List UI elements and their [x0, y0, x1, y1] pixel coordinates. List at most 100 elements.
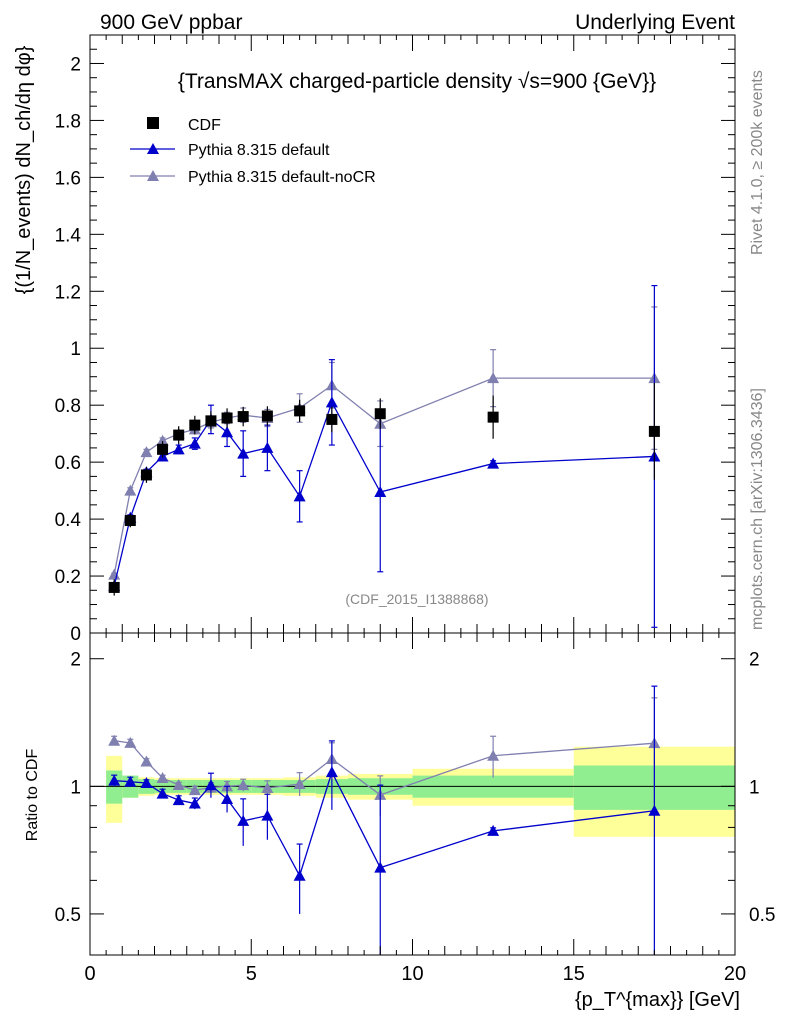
- pythia-default-point: [487, 457, 500, 469]
- pythia-default-point: [261, 441, 274, 453]
- main-series: [108, 284, 661, 628]
- cdf-point: [294, 405, 306, 417]
- pythia-default-ratio-point: [293, 869, 306, 881]
- pythia-default-ratio-point: [124, 775, 137, 787]
- pythia-default-ratio-point: [325, 766, 338, 778]
- pythia-default-ratio-point: [261, 809, 274, 821]
- analysis-watermark: (CDF_2015_I1388868): [345, 591, 488, 607]
- ratio-y-tick-label: 2: [70, 650, 81, 671]
- x-tick-labels: 0 5 10 15 20: [84, 963, 746, 985]
- main-y-tick-label: 0.8: [55, 396, 81, 417]
- y-axis-label: {(1/N_events) dN_ch/dη dφ}: [13, 45, 35, 294]
- pythia-nocr-ratio-point: [156, 771, 169, 783]
- pythia-default-point: [293, 490, 306, 502]
- pythia-nocr-point: [124, 484, 137, 496]
- pythia-default-point: [172, 443, 185, 455]
- rivet-label: Rivet 4.1.0, ≥ 200k events: [749, 70, 766, 255]
- pythia-default-point: [374, 486, 387, 498]
- pythia-nocr-ratio-point: [108, 734, 121, 746]
- pythia-default-ratio-point: [221, 792, 234, 804]
- pythia-default-ratio-point: [204, 779, 217, 791]
- x-tick-label: 10: [401, 963, 423, 985]
- cdf-point: [221, 412, 233, 424]
- main-plot-panel: 0 0.2 0.4 0.6 0.8 1 1.2 1.4 1.6 1.8 2: [55, 34, 736, 645]
- pythia-nocr-point: [487, 372, 500, 384]
- x-tick-label: 5: [246, 963, 257, 985]
- pythia-default-ratio-point: [648, 804, 661, 816]
- pythia-nocr-point: [140, 446, 153, 458]
- pythia-default-ratio-point: [172, 794, 185, 806]
- ratio-y-tick-labels: 0.5 0.5 1 1 2 2: [55, 650, 776, 926]
- x-ticks: [89, 35, 736, 955]
- pythia-default-ratio-point: [140, 777, 153, 789]
- pythia-nocr-ratio-point: [188, 784, 201, 796]
- cdf-point: [648, 425, 660, 437]
- legend-marker-nocr: [147, 170, 159, 181]
- ratio-plot-panel: 0.5 0.5 1 1 2 2: [55, 632, 776, 956]
- pythia-nocr-ratio-point: [140, 755, 153, 767]
- pythia-default-point: [221, 426, 234, 438]
- x-tick-label: 20: [724, 963, 746, 985]
- cdf-point: [157, 443, 169, 455]
- mcplots-label: mcplots.cern.ch [arXiv:1306.3436]: [749, 388, 766, 630]
- cdf-point: [173, 429, 185, 441]
- pythia-default-point: [188, 437, 201, 449]
- ratio-y-label: Ratio to CDF: [24, 749, 41, 842]
- main-y-tick-label: 0.6: [55, 453, 81, 474]
- ratio-y-tick-label: 0.5: [55, 905, 81, 926]
- main-y-tick-label: 1.6: [55, 168, 81, 189]
- main-y-tick-labels: 0 0.2 0.4 0.6 0.8 1 1.2 1.4 1.6 1.8 2: [55, 54, 82, 645]
- x-tick-label: 0: [84, 963, 95, 985]
- pythia-nocr-ratio-point: [487, 749, 500, 761]
- cdf-point: [237, 411, 249, 423]
- x-tick-label: 15: [563, 963, 585, 985]
- legend-marker-cdf: [147, 117, 159, 129]
- legend-label-nocr: Pythia 8.315 default-noCR: [188, 169, 376, 186]
- cdf-point: [205, 415, 217, 427]
- cdf-point: [261, 410, 273, 422]
- legend-marker-default: [147, 143, 159, 154]
- pythia-default-ratio-point: [374, 861, 387, 873]
- pythia-nocr-ratio-point: [293, 777, 306, 789]
- pythia-default-ratio-point: [156, 787, 169, 799]
- main-y-ticks: [90, 34, 735, 634]
- cdf-point: [124, 515, 136, 527]
- header-left: 900 GeV ppbar: [100, 11, 242, 34]
- ratio-band-stat: [106, 770, 123, 804]
- pythia-nocr-point: [108, 568, 121, 580]
- pythia-nocr-point: [156, 434, 169, 446]
- main-y-tick-label: 1: [70, 339, 81, 360]
- pythia-nocr-line: [113, 377, 655, 575]
- ratio-y-tick-label: 1: [70, 777, 81, 798]
- main-frame: [89, 34, 736, 634]
- main-y-tick-label: 1.8: [55, 111, 81, 132]
- pythia-default-point: [237, 447, 250, 459]
- pythia-default-point: [325, 396, 338, 408]
- cdf-point: [108, 581, 120, 593]
- main-y-tick-label: 0.4: [55, 510, 82, 531]
- ratio-y-tick-label-right: 1: [749, 777, 760, 798]
- chart-title: {TransMAX charged-particle density √s=90…: [178, 70, 656, 93]
- main-y-tick-label: 0: [70, 624, 81, 645]
- cdf-point: [374, 408, 386, 420]
- pythia-nocr-ratio-point: [124, 736, 137, 748]
- ratio-y-tick-label-right: 0.5: [749, 905, 775, 926]
- main-y-tick-label: 1.2: [55, 282, 81, 303]
- main-y-tick-label: 2: [70, 54, 81, 75]
- cdf-point: [189, 419, 201, 431]
- pythia-nocr-ratio-point: [237, 779, 250, 791]
- main-y-tick-label: 1.4: [55, 225, 82, 246]
- pythia-default-ratio-point: [108, 774, 121, 786]
- pythia-default-ratio-point: [487, 824, 500, 836]
- cdf-point: [326, 413, 338, 425]
- cdf-point: [140, 469, 152, 481]
- ratio-y-tick-label-right: 2: [749, 650, 760, 671]
- cdf-point: [487, 411, 499, 423]
- pythia-nocr-ratio-point: [261, 782, 274, 794]
- legend: CDF Pythia 8.315 default Pythia 8.315 de…: [130, 117, 376, 186]
- ratio-bands: [106, 746, 735, 837]
- main-y-tick-label: 0.2: [55, 567, 81, 588]
- legend-label-default: Pythia 8.315 default: [188, 142, 330, 159]
- pythia-default-ratio-point: [188, 797, 201, 809]
